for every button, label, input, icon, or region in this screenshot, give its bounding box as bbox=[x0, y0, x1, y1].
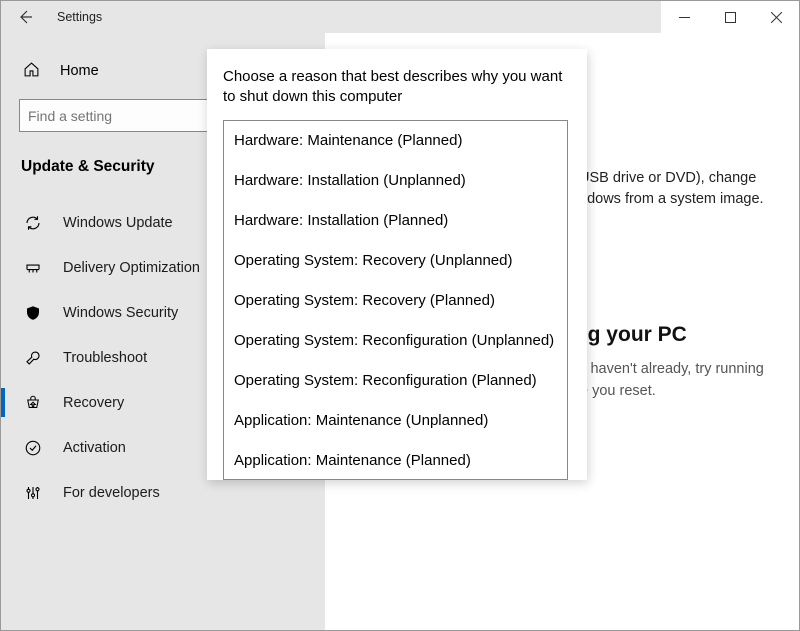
window-title: Settings bbox=[57, 10, 102, 24]
titlebar: Settings bbox=[1, 1, 799, 33]
nav-label: Troubleshoot bbox=[63, 350, 147, 366]
minimize-icon bbox=[679, 12, 690, 23]
dropdown-option[interactable]: Hardware: Installation (Planned) bbox=[224, 201, 567, 241]
dropdown-option[interactable]: Hardware: Installation (Unplanned) bbox=[224, 161, 567, 201]
nav-label: Delivery Optimization bbox=[63, 260, 200, 276]
nav-label: Recovery bbox=[63, 395, 124, 411]
recovery-icon bbox=[23, 394, 43, 412]
partial-text-line: USB drive or DVD), change bbox=[579, 170, 756, 186]
close-icon bbox=[771, 12, 782, 23]
wrench-icon bbox=[23, 349, 43, 367]
dropdown-option[interactable]: Operating System: Recovery (Planned) bbox=[224, 281, 567, 321]
partial-text: USB drive or DVD), change ndows from a s… bbox=[579, 168, 764, 210]
dropdown-option[interactable]: Application: Maintenance (Planned) bbox=[224, 441, 567, 480]
dialog-prompt: Choose a reason that best describes why … bbox=[223, 67, 571, 108]
reason-dropdown-list[interactable]: Hardware: Maintenance (Planned) Hardware… bbox=[223, 120, 568, 480]
delivery-icon bbox=[23, 259, 43, 277]
sliders-icon bbox=[23, 484, 43, 502]
dropdown-option[interactable]: Operating System: Recovery (Unplanned) bbox=[224, 241, 567, 281]
nav-label: Activation bbox=[63, 440, 126, 456]
maximize-icon bbox=[725, 12, 736, 23]
minimize-button[interactable] bbox=[661, 1, 707, 33]
arrow-left-icon bbox=[17, 9, 33, 25]
check-circle-icon bbox=[23, 439, 43, 457]
dropdown-option[interactable]: Hardware: Maintenance (Planned) bbox=[224, 121, 567, 161]
partial-text-line: ndows from a system image. bbox=[579, 191, 764, 207]
nav-label: Windows Update bbox=[63, 215, 173, 231]
maximize-button[interactable] bbox=[707, 1, 753, 33]
dropdown-option[interactable]: Operating System: Reconfiguration (Unpla… bbox=[224, 321, 567, 361]
back-button[interactable] bbox=[1, 1, 49, 33]
shutdown-reason-dialog: Choose a reason that best describes why … bbox=[207, 49, 587, 480]
sync-icon bbox=[23, 214, 43, 232]
dropdown-option[interactable]: Operating System: Reconfiguration (Plann… bbox=[224, 361, 567, 401]
nav-label: For developers bbox=[63, 485, 160, 501]
home-icon bbox=[23, 61, 40, 81]
home-label: Home bbox=[60, 63, 99, 79]
close-button[interactable] bbox=[753, 1, 799, 33]
nav-label: Windows Security bbox=[63, 305, 178, 321]
dropdown-option[interactable]: Application: Maintenance (Unplanned) bbox=[224, 401, 567, 441]
shield-icon bbox=[23, 304, 43, 322]
